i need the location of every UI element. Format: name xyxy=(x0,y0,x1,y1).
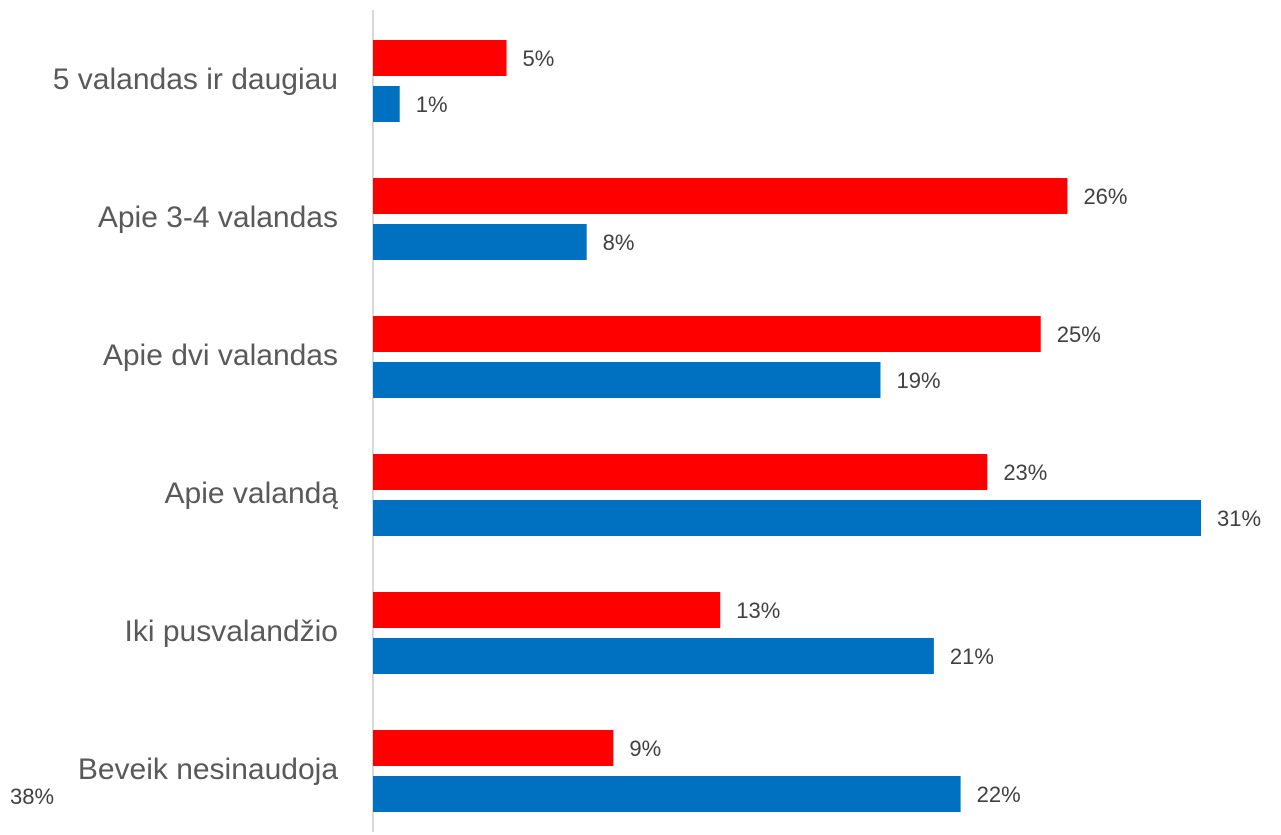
bar xyxy=(373,638,934,674)
annotation: 38% xyxy=(10,784,54,809)
value-label: 21% xyxy=(950,644,994,669)
value-label: 23% xyxy=(1003,460,1047,485)
value-label: 13% xyxy=(736,598,780,623)
bar xyxy=(373,592,721,628)
bar xyxy=(373,730,614,766)
value-label: 19% xyxy=(896,368,940,393)
bar xyxy=(373,500,1201,536)
value-label: 22% xyxy=(977,782,1021,807)
value-label: 31% xyxy=(1217,506,1261,531)
category-label: Apie valandą xyxy=(165,477,339,510)
bar xyxy=(373,316,1041,352)
bar xyxy=(373,362,881,398)
value-label: 1% xyxy=(416,92,448,117)
category-label: Apie dvi valandas xyxy=(103,339,338,372)
value-label: 26% xyxy=(1083,184,1127,209)
bar xyxy=(373,776,961,812)
bar xyxy=(373,40,507,76)
value-label: 25% xyxy=(1057,322,1101,347)
bar xyxy=(373,86,400,122)
value-label: 8% xyxy=(603,230,635,255)
category-label: Beveik nesinaudoja xyxy=(78,753,339,786)
bar xyxy=(373,454,988,490)
bar xyxy=(373,224,587,260)
value-label: 5% xyxy=(523,46,555,71)
bar xyxy=(373,178,1068,214)
category-label: 5 valandas ir daugiau xyxy=(53,63,338,96)
category-label: Apie 3-4 valandas xyxy=(98,201,338,234)
value-label: 9% xyxy=(629,736,661,761)
category-label: Iki pusvalandžio xyxy=(125,615,338,648)
